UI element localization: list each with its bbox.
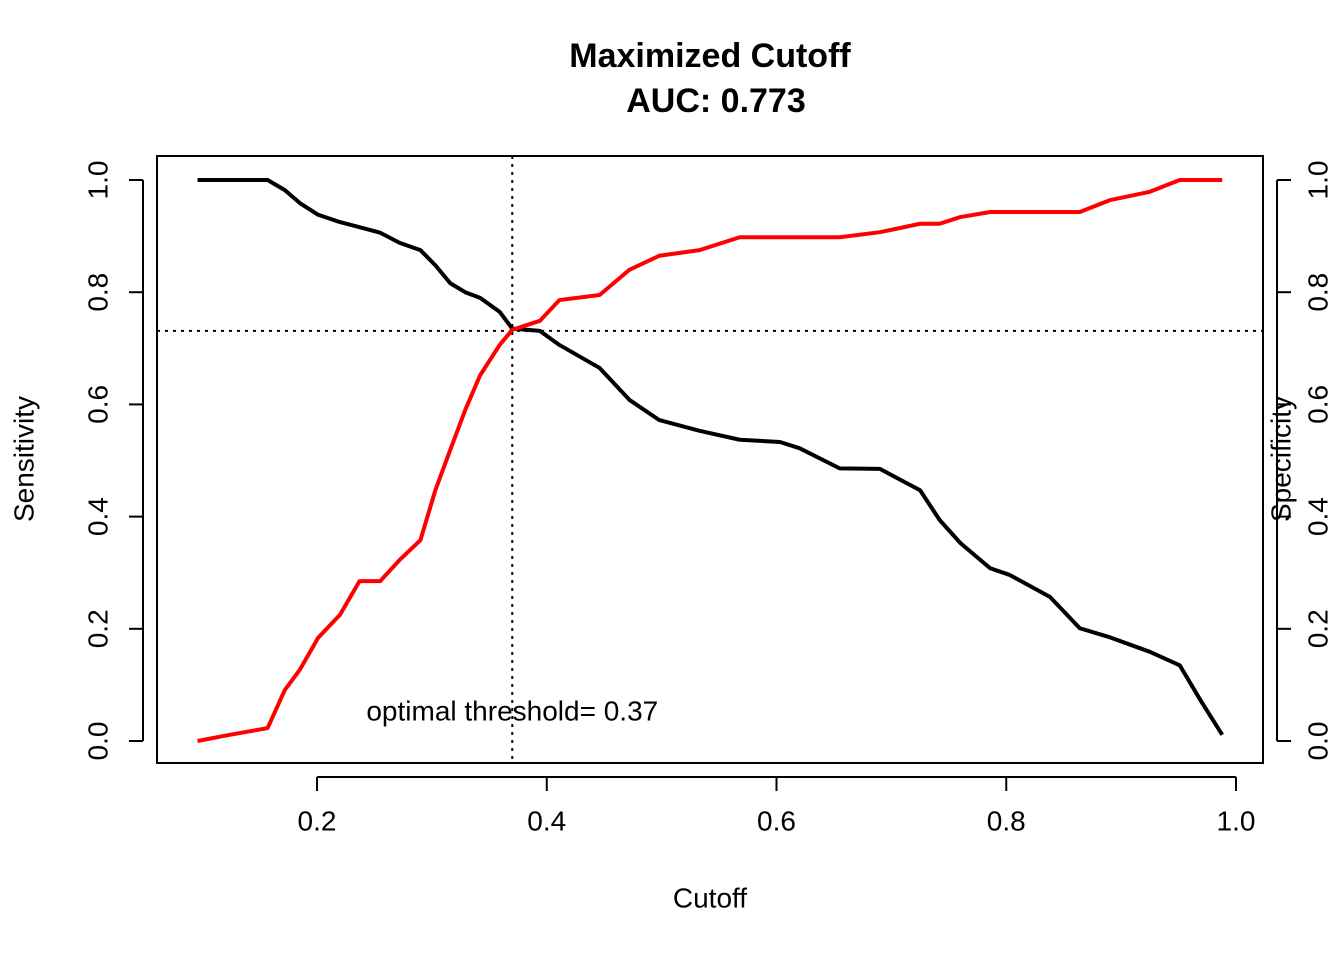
plot-frame (156, 155, 1264, 764)
chart-title: Maximized Cutoff (569, 37, 851, 75)
y-tick-label: 0.8 (82, 273, 113, 312)
y-tick-label: 1.0 (82, 161, 113, 200)
y-axis-label: Sensitivity (8, 396, 39, 522)
y2-tick-label: 1.0 (1302, 161, 1333, 200)
y2-tick-label: 0.8 (1302, 273, 1333, 312)
series-line (197, 178, 1223, 743)
y2-tick-label: 0.6 (1302, 385, 1333, 424)
x-tick-label: 0.4 (527, 805, 566, 836)
x-tick-label: 0.8 (987, 805, 1026, 836)
x-tick-label: 0.6 (757, 805, 796, 836)
series-line (197, 178, 1224, 736)
x-tick-label: 0.2 (298, 805, 337, 836)
x-tick-label: 1.0 (1217, 805, 1256, 836)
y-tick-label: 0.0 (82, 722, 113, 761)
y2-tick-label: 0.4 (1302, 497, 1333, 536)
chart-subtitle: AUC: 0.773 (626, 82, 806, 120)
y-tick-label: 0.2 (82, 609, 113, 648)
y-tick-label: 0.4 (82, 497, 113, 536)
y2-axis-label: Specificity (1265, 396, 1296, 522)
annotation: optimal threshold= 0.37 (366, 695, 658, 726)
y-tick-label: 0.6 (82, 385, 113, 424)
x-axis-label: Cutoff (673, 882, 747, 913)
y2-tick-label: 0.2 (1302, 609, 1333, 648)
y2-tick-label: 0.0 (1302, 722, 1333, 761)
